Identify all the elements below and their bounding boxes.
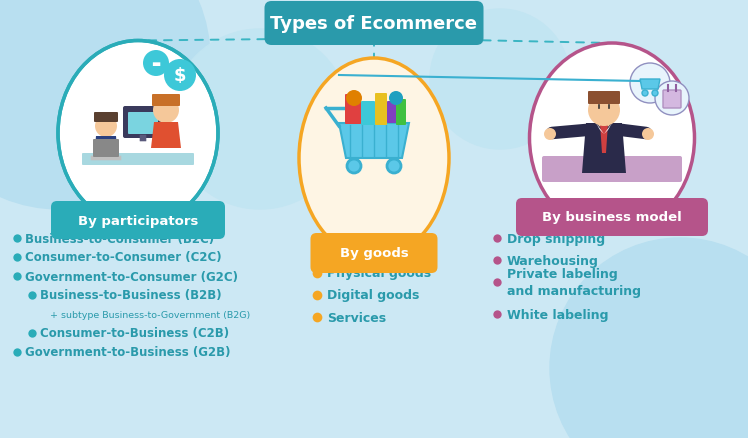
FancyBboxPatch shape	[265, 2, 483, 46]
FancyBboxPatch shape	[128, 113, 158, 135]
FancyBboxPatch shape	[152, 95, 180, 107]
FancyBboxPatch shape	[516, 198, 708, 237]
Text: Services: Services	[327, 311, 386, 324]
Circle shape	[642, 91, 648, 97]
Ellipse shape	[530, 44, 694, 233]
FancyBboxPatch shape	[140, 135, 147, 142]
Polygon shape	[604, 124, 612, 135]
Circle shape	[143, 51, 169, 77]
Text: Warehousing: Warehousing	[507, 254, 599, 267]
Circle shape	[652, 91, 658, 97]
Text: Government-to-Business (G2B): Government-to-Business (G2B)	[25, 346, 230, 359]
Text: + subtype Business-to-Government (B2G): + subtype Business-to-Government (B2G)	[50, 310, 251, 319]
Circle shape	[430, 10, 570, 150]
FancyBboxPatch shape	[375, 94, 387, 126]
FancyBboxPatch shape	[588, 92, 620, 105]
Text: Physical goods: Physical goods	[327, 267, 431, 280]
FancyBboxPatch shape	[310, 233, 438, 273]
FancyBboxPatch shape	[361, 102, 375, 126]
FancyBboxPatch shape	[598, 114, 610, 127]
Polygon shape	[596, 124, 604, 135]
Text: $: $	[174, 67, 186, 85]
Polygon shape	[339, 124, 409, 159]
FancyBboxPatch shape	[123, 107, 163, 139]
Circle shape	[347, 159, 361, 173]
Text: ▬: ▬	[151, 59, 161, 69]
Polygon shape	[582, 124, 626, 173]
Text: Drop shipping: Drop shipping	[507, 232, 605, 245]
Circle shape	[164, 60, 196, 92]
FancyBboxPatch shape	[82, 154, 194, 166]
Circle shape	[544, 129, 556, 141]
Polygon shape	[600, 124, 608, 154]
Text: Private labeling
and manufacturing: Private labeling and manufacturing	[507, 267, 641, 297]
FancyBboxPatch shape	[94, 113, 118, 123]
Circle shape	[170, 30, 350, 209]
FancyBboxPatch shape	[91, 156, 121, 161]
Ellipse shape	[60, 43, 216, 224]
FancyBboxPatch shape	[345, 95, 361, 125]
Ellipse shape	[299, 59, 449, 258]
Text: Business-to-Business (B2B): Business-to-Business (B2B)	[40, 289, 221, 302]
Text: White labeling: White labeling	[507, 308, 609, 321]
Text: By participators: By participators	[78, 214, 198, 227]
Circle shape	[389, 92, 403, 106]
Text: By goods: By goods	[340, 247, 408, 260]
Circle shape	[346, 91, 362, 107]
Text: Government-to-Consumer (G2C): Government-to-Consumer (G2C)	[25, 270, 238, 283]
Polygon shape	[640, 80, 660, 90]
Text: Consumer-to-Consumer (C2C): Consumer-to-Consumer (C2C)	[25, 251, 221, 264]
Circle shape	[630, 64, 670, 104]
Polygon shape	[151, 123, 181, 148]
Circle shape	[550, 238, 748, 438]
Ellipse shape	[58, 42, 218, 226]
FancyBboxPatch shape	[396, 100, 406, 126]
Circle shape	[588, 95, 620, 127]
Circle shape	[387, 159, 401, 173]
FancyBboxPatch shape	[93, 140, 119, 158]
Circle shape	[655, 82, 689, 116]
Circle shape	[642, 129, 654, 141]
Text: By business model: By business model	[542, 211, 682, 224]
FancyBboxPatch shape	[663, 91, 681, 109]
FancyBboxPatch shape	[51, 201, 225, 240]
FancyBboxPatch shape	[387, 102, 397, 124]
FancyBboxPatch shape	[542, 157, 682, 183]
Text: Types of Ecommerce: Types of Ecommerce	[271, 15, 477, 33]
Text: Business-to-Consumer (B2C): Business-to-Consumer (B2C)	[25, 232, 214, 245]
Text: Consumer-to-Business (C2B): Consumer-to-Business (C2B)	[40, 327, 229, 340]
Circle shape	[153, 98, 179, 124]
Text: Digital goods: Digital goods	[327, 289, 420, 302]
Circle shape	[0, 0, 210, 209]
Circle shape	[95, 116, 117, 138]
Polygon shape	[94, 137, 118, 159]
